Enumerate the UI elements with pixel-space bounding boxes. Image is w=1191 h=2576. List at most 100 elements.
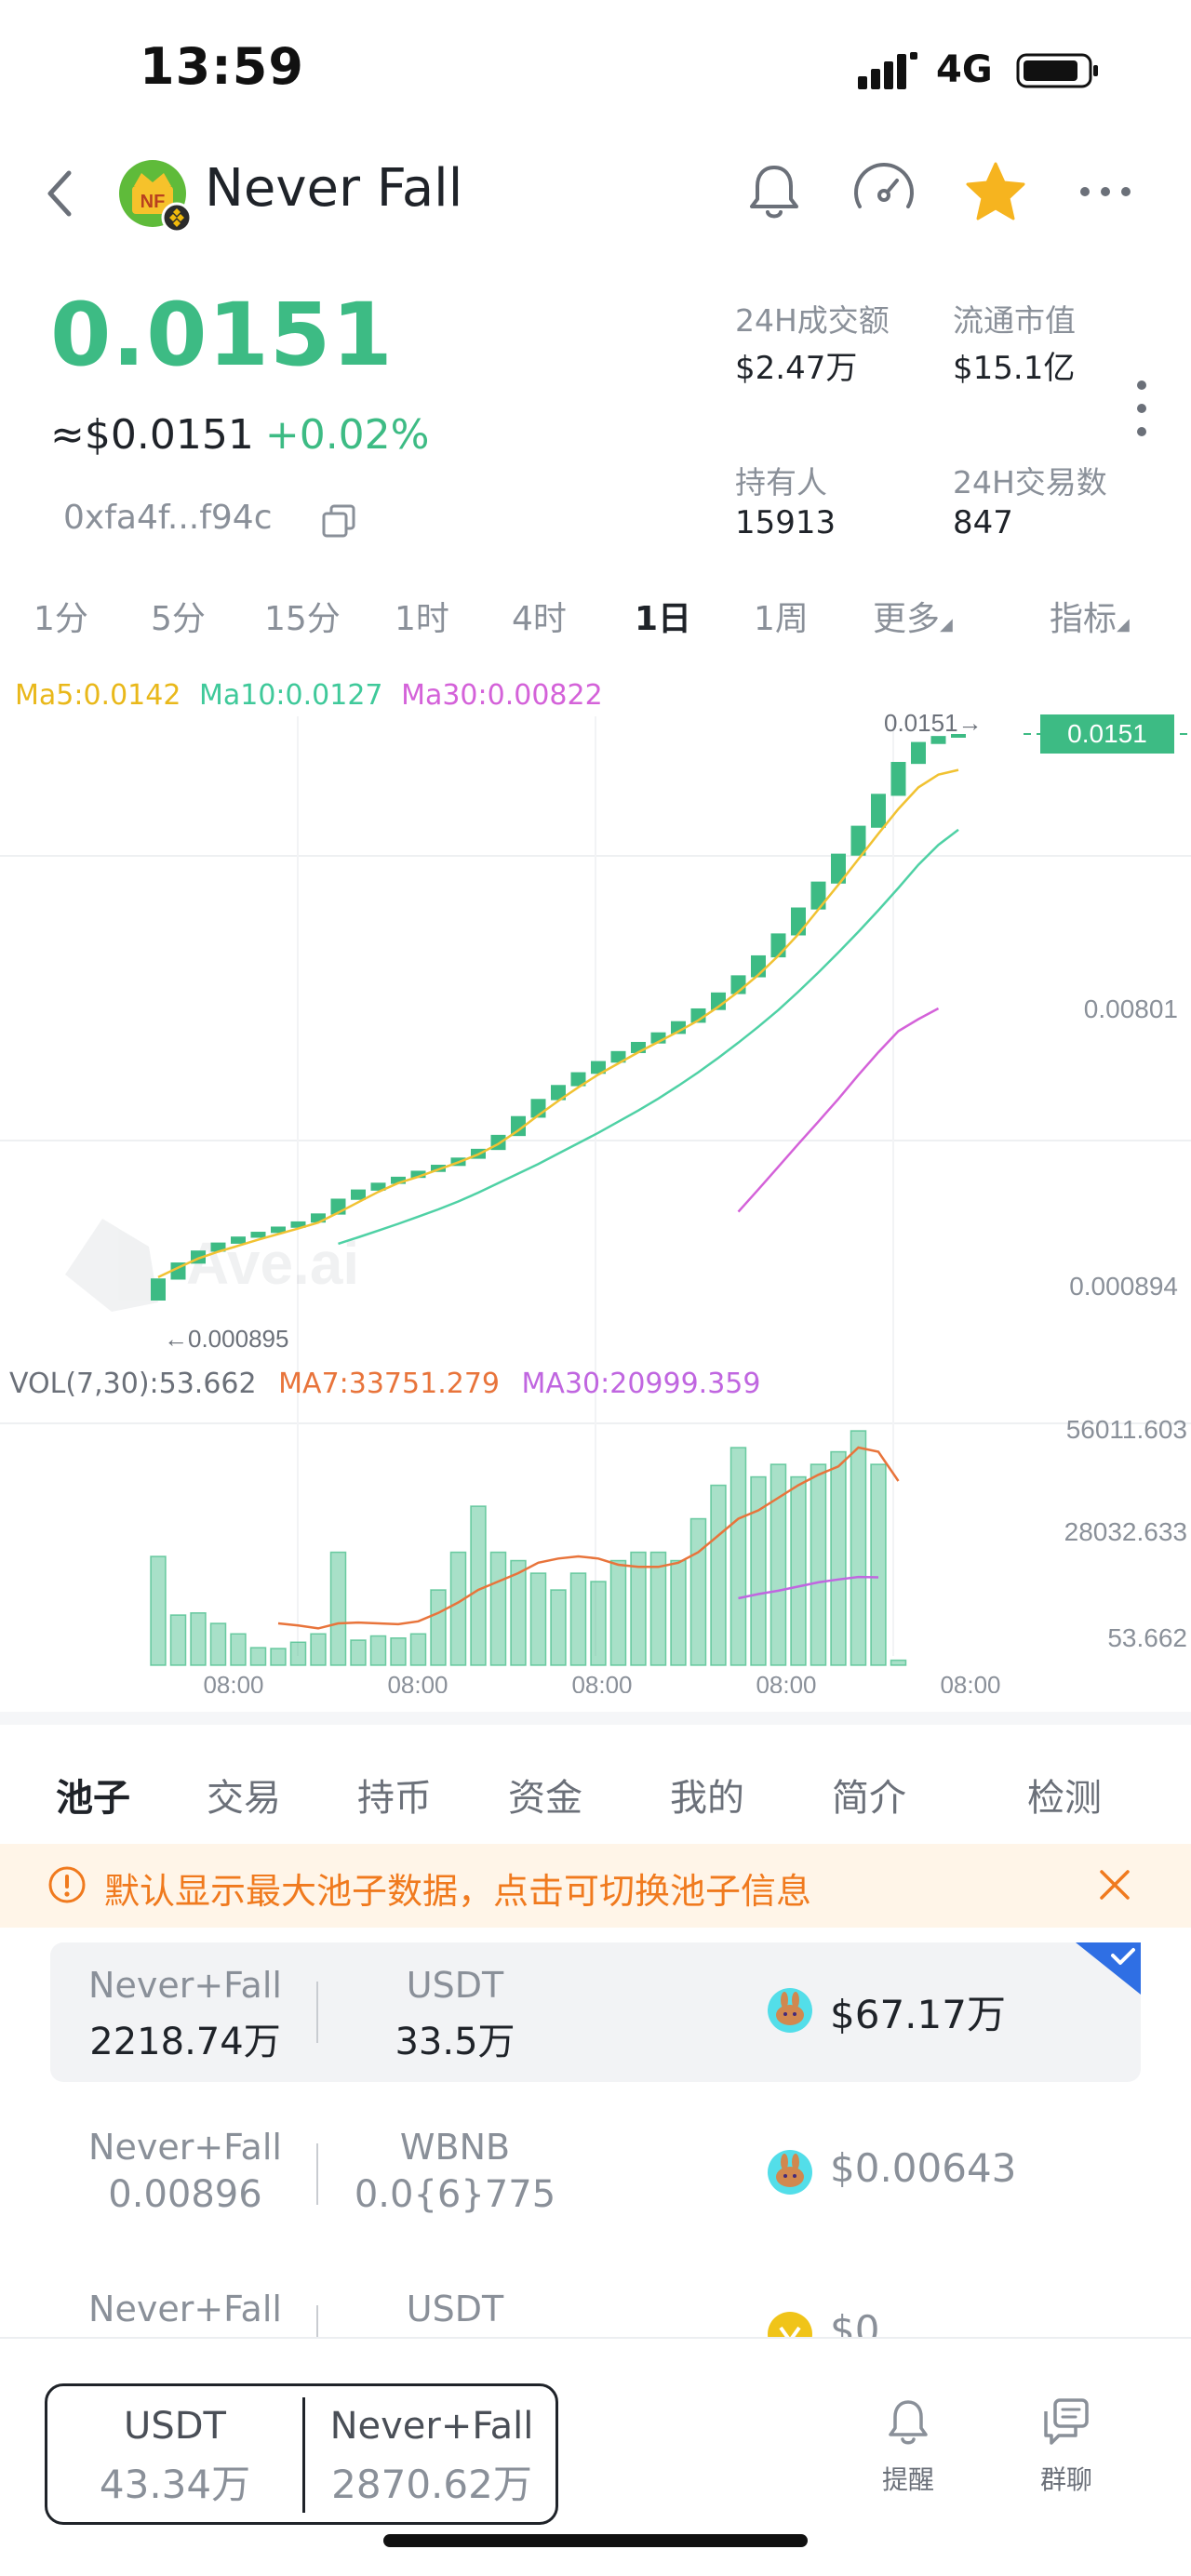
- alert-button[interactable]: 提醒: [852, 2395, 964, 2497]
- dropdown-triangle-icon: ◢: [1117, 615, 1130, 634]
- current-price-tag-bg: [1040, 714, 1174, 754]
- dropdown-triangle-icon: ◢: [940, 615, 953, 634]
- balance-box[interactable]: USDT 43.34万 Never+Fall 2870.62万: [45, 2383, 558, 2525]
- candle: [511, 1115, 526, 1137]
- ave-watermark: Ave.ai: [65, 1219, 359, 1312]
- tab-pools[interactable]: 池子: [56, 1777, 130, 1820]
- price-axis-label: 0.00801: [1084, 994, 1178, 1023]
- volume-bar: [810, 1463, 827, 1666]
- pool-row[interactable]: Never+Fall 2218.74万 USDT 33.5万 $67.17万: [50, 1942, 1141, 2082]
- candle: [370, 1182, 386, 1191]
- usd-price: ≈$0.0151: [50, 411, 254, 459]
- tab-1w[interactable]: 1周: [754, 600, 809, 638]
- battery-icon: [1016, 53, 1098, 88]
- back-arrow-icon[interactable]: [37, 164, 84, 223]
- timeframe-tabs: 1分 5分 15分 1时 4时 1日 1周 更多◢ 指标◢: [0, 586, 1191, 649]
- signal-icon: [858, 52, 917, 89]
- x-axis-tick-label: 08:00: [387, 1671, 448, 1693]
- volume-axis-label: 28032.633: [1064, 1517, 1187, 1546]
- volume-bar: [169, 1614, 187, 1666]
- x-axis: 08:00 08:00 08:00 08:00 08:00: [203, 1671, 1000, 1693]
- chat-icon: [1044, 2398, 1089, 2445]
- pool-token-b-name: WBNB: [399, 2127, 511, 2168]
- price-chart[interactable]: Ave.ai 0.00801 0.000894 0.0151→ ←0.000895…: [0, 707, 1191, 1693]
- pool-divider: [316, 1982, 318, 2043]
- volume-bar: [449, 1551, 467, 1666]
- speed-gauge-icon[interactable]: [849, 156, 919, 227]
- close-icon[interactable]: [1094, 1864, 1135, 1905]
- volume-bar: [529, 1572, 547, 1666]
- candle: [351, 1189, 366, 1200]
- candle: [850, 825, 866, 856]
- ma-legend: Ma5:0.0142 Ma10:0.0127 Ma30:0.00822: [15, 679, 612, 712]
- tab-1h[interactable]: 1时: [395, 600, 449, 638]
- chat-label: 群聊: [1039, 2464, 1092, 2495]
- balance-a: USDT 43.34万: [47, 2405, 302, 2510]
- volume-bar: [729, 1447, 747, 1666]
- price-markers: 0.0151→ ←0.000895 0.0151: [164, 709, 1191, 1353]
- token-logo-icon: NF: [119, 160, 193, 234]
- pool-row[interactable]: Never+Fall 0.00896 WBNB 0.0{6}775 $0.006…: [50, 2104, 1141, 2244]
- tab-15m[interactable]: 15分: [264, 600, 341, 638]
- volume-bar: [769, 1463, 787, 1666]
- volume-bar: [710, 1484, 727, 1666]
- bell-icon: [889, 2400, 928, 2445]
- volume-bar: [409, 1633, 427, 1666]
- more-icon[interactable]: [1070, 156, 1141, 227]
- tab-funds[interactable]: 资金: [508, 1777, 582, 1820]
- balance-b: Never+Fall 2870.62万: [304, 2405, 559, 2510]
- pancake-icon: [768, 2150, 812, 2195]
- pool-divider: [316, 2305, 318, 2367]
- ma30-line: [737, 1007, 940, 1213]
- candle: [570, 1072, 586, 1087]
- candle: [871, 794, 886, 828]
- vol-ma7-label: MA7:33751.279: [278, 1368, 500, 1400]
- stat-value-holders: 15913: [735, 504, 836, 541]
- low-price-marker: ←0.000895: [164, 1325, 288, 1353]
- tab-intro[interactable]: 简介: [832, 1777, 906, 1820]
- bell-icon[interactable]: [739, 156, 810, 227]
- volume-bar: [310, 1633, 327, 1666]
- tab-5m[interactable]: 5分: [151, 600, 206, 638]
- tab-holders[interactable]: 持币: [357, 1777, 432, 1820]
- candle: [311, 1213, 326, 1223]
- tab-1m[interactable]: 1分: [33, 600, 88, 638]
- ma5-label: Ma5:0.0142: [15, 679, 181, 712]
- stat-value-volume: $2.47万: [735, 350, 858, 387]
- favorite-star-icon[interactable]: [960, 156, 1031, 227]
- chart-grid: [0, 716, 1191, 1656]
- copy-icon[interactable]: [320, 502, 357, 540]
- pool-token-b: USDT 33.5万: [320, 1965, 590, 2065]
- volume-bar: [550, 1589, 567, 1666]
- candle: [250, 1232, 266, 1238]
- tab-4h[interactable]: 4时: [512, 600, 567, 638]
- pool-row[interactable]: Never+Fall USDT $0: [50, 2266, 1141, 2406]
- volume-bar: [150, 1555, 167, 1666]
- volume-bar: [369, 1635, 387, 1666]
- x-axis-tick-label: 08:00: [571, 1671, 632, 1693]
- pool-token-b: WBNB 0.0{6}775: [320, 2127, 590, 2216]
- volume-axis-label: 56011.603: [1066, 1415, 1187, 1444]
- tab-1d[interactable]: 1日: [635, 600, 692, 638]
- tab-indicators[interactable]: 指标◢: [1050, 592, 1130, 640]
- pool-tabs: 池子 交易 持币 资金 我的 简介 检测: [0, 1712, 1191, 1851]
- vertical-more-icon[interactable]: [1131, 376, 1152, 441]
- group-chat-button[interactable]: 群聊: [1010, 2395, 1122, 2497]
- candle: [791, 907, 806, 936]
- stat-value-market-cap: $15.1亿: [953, 350, 1076, 387]
- tab-mine[interactable]: 我的: [670, 1777, 744, 1820]
- tab-trades[interactable]: 交易: [207, 1777, 281, 1820]
- volume-bar: [750, 1475, 767, 1666]
- x-axis-tick-label: 08:00: [203, 1671, 263, 1693]
- candle: [151, 1278, 166, 1301]
- tab-detect[interactable]: 检测: [1027, 1777, 1102, 1820]
- volume-bar: [670, 1559, 687, 1666]
- balance-b-amount: 2870.62万: [331, 2462, 532, 2507]
- pool-token-b-amount: 0.0{6}775: [354, 2173, 556, 2216]
- tab-more[interactable]: 更多◢: [873, 592, 953, 640]
- vol-ma30-line: [738, 1575, 879, 1600]
- volume-bar: [350, 1639, 367, 1666]
- stat-label-holders: 持有人: [735, 464, 827, 501]
- stat-value-tx-count: 847: [953, 504, 1013, 541]
- pool-notice-banner[interactable]: 默认显示最大池子数据，点击可切换池子信息: [0, 1844, 1191, 1928]
